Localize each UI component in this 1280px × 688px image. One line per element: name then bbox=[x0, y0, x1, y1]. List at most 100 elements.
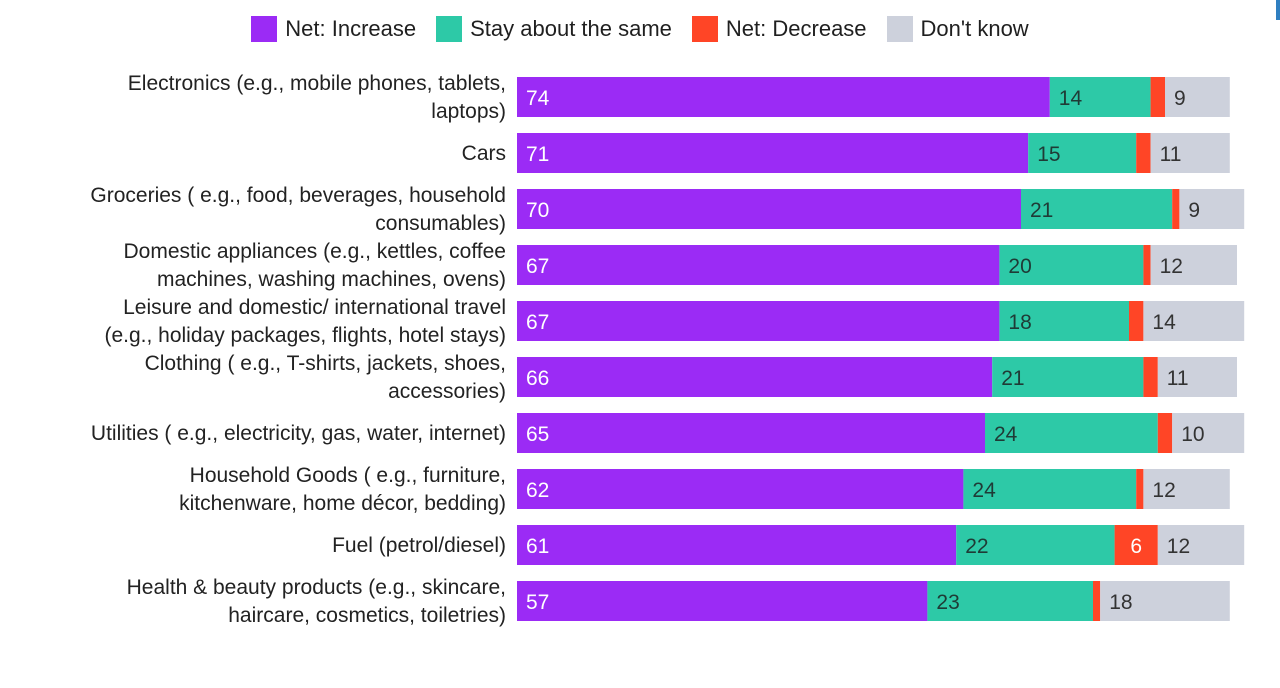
category-label: Clothing ( e.g., T-shirts, jackets, shoe… bbox=[145, 352, 506, 403]
bar-segment bbox=[1172, 413, 1245, 453]
data-label: 12 bbox=[1152, 479, 1175, 502]
legend-label: Net: Increase bbox=[285, 16, 417, 41]
data-label: 61 bbox=[526, 535, 549, 558]
data-label: 12 bbox=[1160, 255, 1183, 278]
data-label: 14 bbox=[1152, 311, 1176, 334]
legend-swatch bbox=[691, 16, 718, 42]
category-label-line: Fuel (petrol/diesel) bbox=[332, 534, 506, 557]
bar-segment bbox=[1114, 525, 1158, 565]
category-label: Fuel (petrol/diesel) bbox=[332, 534, 506, 557]
bar-segment bbox=[1150, 133, 1230, 173]
bar-segment bbox=[1143, 245, 1151, 285]
bar-segment bbox=[927, 581, 1093, 621]
legend-item: Stay about the same bbox=[436, 16, 672, 42]
category-label: Leisure and domestic/ international trav… bbox=[104, 296, 506, 347]
bar-segment bbox=[1157, 357, 1237, 397]
bar-segment bbox=[1165, 77, 1230, 117]
data-label: 9 bbox=[1188, 199, 1200, 222]
bar-segment bbox=[517, 133, 1029, 173]
bar-segment bbox=[1049, 77, 1151, 117]
legend-label: Stay about the same bbox=[470, 16, 672, 41]
data-label: 21 bbox=[1001, 367, 1024, 390]
bar-segment bbox=[1150, 77, 1165, 117]
data-label: 21 bbox=[1030, 199, 1053, 222]
data-label: 6 bbox=[1130, 535, 1142, 558]
data-label: 66 bbox=[526, 367, 549, 390]
data-label: 22 bbox=[965, 535, 988, 558]
data-label: 67 bbox=[526, 255, 549, 278]
category-label-line: Health & beauty products (e.g., skincare… bbox=[127, 576, 506, 599]
data-label: 62 bbox=[526, 479, 549, 502]
bar-segment bbox=[517, 189, 1021, 229]
chart-legend: Net: Increase Stay about the same Net: Dec… bbox=[0, 14, 1280, 44]
category-label: Household Goods ( e.g., furniture, kitche… bbox=[179, 464, 506, 515]
data-label: 14 bbox=[1059, 87, 1083, 110]
bar-segment bbox=[1129, 301, 1144, 341]
bar-segment bbox=[1136, 469, 1144, 509]
bar-segment bbox=[1143, 357, 1158, 397]
data-label: 24 bbox=[972, 479, 996, 502]
data-label: 65 bbox=[526, 423, 549, 446]
bar-segment bbox=[999, 245, 1144, 285]
bar-segment bbox=[517, 245, 1000, 285]
bar-segment bbox=[517, 357, 993, 397]
data-label: 67 bbox=[526, 311, 549, 334]
bar-segment bbox=[1028, 133, 1137, 173]
bar-segment bbox=[1143, 469, 1230, 509]
data-label: 70 bbox=[526, 199, 549, 222]
legend-item: Net: Decrease bbox=[691, 16, 867, 42]
bar-segment bbox=[985, 413, 1158, 453]
data-label: 23 bbox=[936, 591, 959, 614]
category-label-line: accessories) bbox=[388, 380, 506, 403]
legend-label: Net: Decrease bbox=[725, 16, 867, 41]
bar-segment bbox=[956, 525, 1115, 565]
data-label: 15 bbox=[1037, 143, 1060, 166]
data-label: 18 bbox=[1109, 591, 1132, 614]
category-label-line: Electronics (e.g., mobile phones, tablet… bbox=[128, 72, 506, 95]
category-label: Health & beauty products (e.g., skincare… bbox=[127, 576, 506, 627]
data-label: 11 bbox=[1160, 143, 1182, 166]
bar-segment bbox=[517, 525, 957, 565]
category-label-line: consumables) bbox=[375, 212, 506, 235]
bar-segment bbox=[1172, 189, 1180, 229]
category-label: Domestic appliances (e.g., kettles, coff… bbox=[124, 240, 506, 291]
bar-segment bbox=[963, 469, 1137, 509]
data-label: 11 bbox=[1167, 367, 1189, 390]
data-label: 10 bbox=[1181, 423, 1204, 446]
bar-segment bbox=[517, 581, 928, 621]
category-label: Groceries ( e.g., food, beverages, house… bbox=[90, 184, 506, 235]
legend-label: Don't know bbox=[920, 16, 1029, 41]
legend-item: Don't know bbox=[886, 16, 1029, 42]
category-label-line: Domestic appliances (e.g., kettles, coff… bbox=[124, 240, 506, 263]
edge-marker bbox=[1276, 0, 1280, 20]
data-label: 20 bbox=[1008, 255, 1031, 278]
data-label: 9 bbox=[1174, 87, 1186, 110]
category-label-line: haircare, cosmetics, toiletries) bbox=[228, 604, 506, 627]
bar-segment bbox=[1093, 581, 1101, 621]
bar-segment bbox=[992, 357, 1144, 397]
bar-segment bbox=[517, 413, 985, 453]
category-label: Electronics (e.g., mobile phones, tablet… bbox=[128, 72, 506, 123]
bar-segment bbox=[1143, 301, 1245, 341]
legend-swatch bbox=[436, 16, 463, 42]
data-label: 24 bbox=[994, 423, 1018, 446]
bar-segment bbox=[517, 301, 1000, 341]
legend-swatch bbox=[886, 16, 913, 42]
category-label: Utilities ( e.g., electricity, gas, wate… bbox=[91, 422, 506, 445]
legend-swatch bbox=[251, 16, 278, 42]
category-label-line: Utilities ( e.g., electricity, gas, wate… bbox=[91, 422, 506, 445]
bar-segment bbox=[1100, 581, 1230, 621]
category-label: Cars bbox=[462, 142, 506, 165]
category-label-line: Clothing ( e.g., T-shirts, jackets, shoe… bbox=[145, 352, 506, 375]
bar-segment bbox=[1157, 413, 1173, 453]
bar-segment bbox=[1157, 525, 1245, 565]
category-label-line: kitchenware, home décor, bedding) bbox=[179, 492, 506, 515]
category-label-line: Household Goods ( e.g., furniture, bbox=[190, 464, 506, 487]
data-label: 12 bbox=[1167, 535, 1190, 558]
category-label-line: machines, washing machines, ovens) bbox=[157, 268, 506, 291]
category-label-line: Leisure and domestic/ international trav… bbox=[123, 296, 506, 319]
data-label: 74 bbox=[526, 87, 550, 110]
category-label-line: (e.g., holiday packages, flights, hotel … bbox=[104, 324, 506, 347]
category-label-line: laptops) bbox=[431, 100, 506, 123]
